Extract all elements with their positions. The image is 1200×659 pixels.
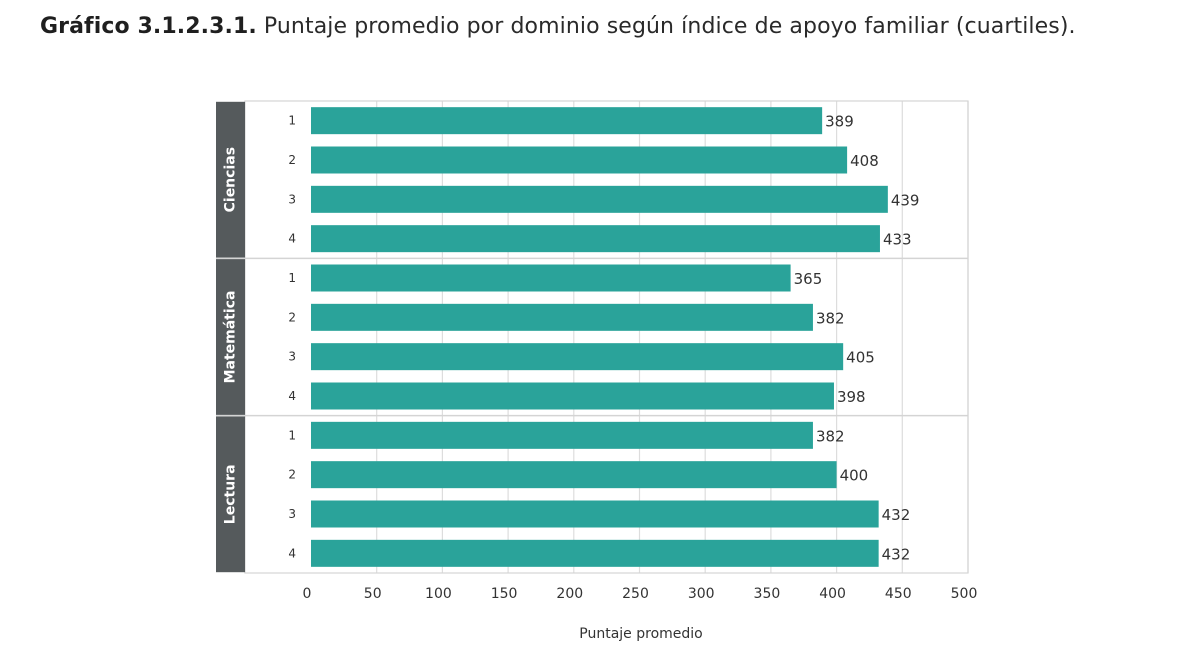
category-label-ciencias-3: 3 <box>288 192 296 206</box>
category-label-lectura-1: 1 <box>288 428 296 442</box>
data-label-ciencias-3: 439 <box>891 191 920 209</box>
data-label-ciencias-1: 389 <box>825 113 854 131</box>
bar-lectura-2 <box>311 461 837 489</box>
group-label-ciencias: Ciencias <box>223 147 239 212</box>
x-tick-label-0: 0 <box>303 586 312 602</box>
category-label-matematica-3: 3 <box>288 350 296 364</box>
x-tick-label-50: 50 <box>364 586 382 602</box>
data-label-matematica-2: 382 <box>816 309 845 327</box>
data-label-lectura-3: 432 <box>882 506 911 524</box>
category-label-lectura-3: 3 <box>288 507 296 521</box>
data-label-matematica-1: 365 <box>794 270 823 288</box>
group-strip-ciencias <box>216 101 245 258</box>
data-label-ciencias-4: 433 <box>883 231 912 249</box>
x-tick-label-350: 350 <box>754 586 781 602</box>
bar-lectura-4 <box>311 539 879 567</box>
bar-lectura-1 <box>311 421 813 449</box>
bar-ciencias-4 <box>311 225 880 253</box>
bar-ciencias-3 <box>311 185 888 213</box>
category-label-lectura-2: 2 <box>288 468 296 482</box>
x-tick-label-150: 150 <box>491 586 518 602</box>
x-tick-label-250: 250 <box>622 586 649 602</box>
category-label-matematica-1: 1 <box>288 271 296 285</box>
x-tick-label-200: 200 <box>556 586 583 602</box>
data-label-lectura-4: 432 <box>882 545 911 563</box>
group-strip-matematica <box>216 259 245 415</box>
x-axis-label: Puntaje promedio <box>579 626 702 642</box>
data-label-ciencias-2: 408 <box>850 152 879 170</box>
bar-ciencias-2 <box>311 146 848 174</box>
bar-lectura-3 <box>311 500 879 528</box>
data-label-matematica-4: 398 <box>837 388 866 406</box>
group-strip-lectura <box>216 416 245 573</box>
category-label-lectura-4: 4 <box>288 546 296 560</box>
group-label-lectura: Lectura <box>223 464 239 524</box>
x-tick-label-300: 300 <box>688 586 715 602</box>
category-label-ciencias-2: 2 <box>288 153 296 167</box>
x-tick-label-500: 500 <box>951 586 978 602</box>
bar-matematica-4 <box>311 382 834 410</box>
bar-matematica-1 <box>311 264 791 292</box>
data-label-lectura-1: 382 <box>816 427 845 445</box>
group-label-matematica: Matemática <box>223 291 239 384</box>
category-label-ciencias-4: 4 <box>288 232 296 246</box>
category-label-matematica-4: 4 <box>288 389 296 403</box>
bar-matematica-2 <box>311 303 813 331</box>
category-label-ciencias-1: 1 <box>288 114 296 128</box>
x-tick-label-400: 400 <box>819 586 846 602</box>
x-tick-label-450: 450 <box>885 586 912 602</box>
category-label-matematica-2: 2 <box>288 310 296 324</box>
data-label-lectura-2: 400 <box>840 467 869 485</box>
bar-matematica-3 <box>311 343 844 371</box>
x-tick-label-100: 100 <box>425 586 452 602</box>
bar-ciencias-1 <box>311 107 823 135</box>
chart-title-text: Puntaje promedio por dominio según índic… <box>263 14 1076 39</box>
chart-title: Gráfico 3.1.2.3.1. Puntaje promedio por … <box>40 14 1076 39</box>
chart-title-number: Gráfico 3.1.2.3.1. <box>40 14 257 39</box>
data-label-matematica-3: 405 <box>846 349 875 367</box>
